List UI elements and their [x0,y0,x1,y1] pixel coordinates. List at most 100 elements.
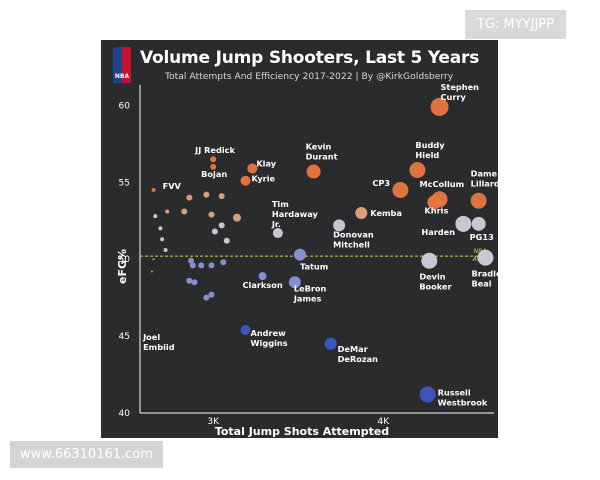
point-label: Mitchell [333,239,370,249]
point-label: Kemba [370,208,402,218]
point-label: Donovan [333,229,374,239]
point-label: McCollum [420,179,465,189]
data-point [223,237,230,244]
data-point [409,161,426,178]
point-label: Lillard [471,179,500,189]
nba-average-label: NBA [474,248,487,255]
data-point [430,97,449,116]
nba-logo-text: NBA [114,73,130,80]
point-label: Kyrie [252,174,276,184]
chart-subtitle: Total Attempts And Efficiency 2017-2022 … [165,71,454,82]
data-point [188,257,195,264]
data-point [477,249,494,266]
point-label: JJ Redick [194,145,235,155]
data-point [247,163,258,174]
data-point [218,193,225,200]
data-point [333,219,346,232]
data-point [355,207,368,220]
data-point [471,216,486,231]
data-point [191,279,198,286]
data-point [144,335,147,338]
data-point [181,208,188,215]
data-point [160,237,165,242]
data-point [392,181,409,198]
data-point [210,163,217,170]
point-label: CP3 [372,178,390,188]
data-point [203,294,210,301]
point-label: Harden [421,227,455,237]
point-label: Kevin [306,142,332,152]
data-point [240,175,251,186]
data-point [240,324,251,335]
point-label: Hield [415,150,439,160]
y-tick-label: 40 [119,409,131,419]
watermark-bottom: www.66310161.com [10,441,163,468]
data-point [165,209,170,214]
data-point [152,258,155,261]
data-point [150,270,153,273]
data-point [218,222,225,229]
data-point [208,262,215,269]
data-point [272,228,283,239]
data-point [198,262,205,269]
point-label: Russell [438,388,471,398]
data-point [233,213,242,222]
data-point [153,214,158,219]
point-label: Beal [471,279,491,289]
x-tick-label: 3K [207,417,220,427]
y-tick-label: 60 [119,101,131,111]
data-point [186,194,193,201]
data-point [324,337,337,350]
point-label: James [293,293,322,303]
point-label: PG13 [470,232,494,242]
data-point [427,195,442,210]
point-label: DeMar [338,344,369,354]
data-point [258,272,267,281]
y-axis-title: eFG% [116,249,129,284]
data-point [455,215,472,232]
data-point [419,386,436,403]
watermark-top: TG: MYYJJPP [465,10,566,39]
data-point [211,228,218,235]
point-label: DeRozan [338,354,379,364]
data-point [293,248,306,261]
point-label: Tim [272,199,289,209]
x-tick-label: 4K [378,417,391,427]
point-label: Booker [419,282,452,292]
point-label: Curry [441,92,467,102]
data-point [163,247,168,252]
data-point [421,252,438,269]
point-label: Jr. [271,219,281,229]
point-label: Wiggins [251,338,288,348]
data-point [288,276,301,289]
point-label: Westbrook [438,398,488,408]
data-point [210,156,217,163]
point-label: LeBron [294,283,327,293]
nba-logo-icon: NBA [113,47,131,83]
data-point [158,226,163,231]
y-tick-label: 45 [119,332,130,342]
data-point [203,191,210,198]
data-point [306,164,321,179]
x-axis-title: Total Jump Shots Attempted [215,425,389,438]
data-point [220,259,227,266]
point-label: Hardaway [272,209,319,219]
point-label: Tatum [300,262,328,272]
point-label: Stephen [441,82,480,92]
data-point [208,291,215,298]
point-label: Bradley [471,269,507,279]
point-label: Khris [424,205,448,215]
point-label: Embiid [143,342,175,352]
data-point [189,262,196,269]
y-tick-label: 55 [119,178,130,188]
data-point [208,211,215,218]
point-label: Clarkson [243,280,283,290]
data-point [151,187,156,192]
point-label: Devin [419,272,445,282]
point-label: Buddy [415,140,445,150]
data-point [186,277,193,284]
point-label: Klay [256,158,276,168]
point-label: Joel [142,332,160,342]
y-tick-label: 50 [119,255,131,265]
